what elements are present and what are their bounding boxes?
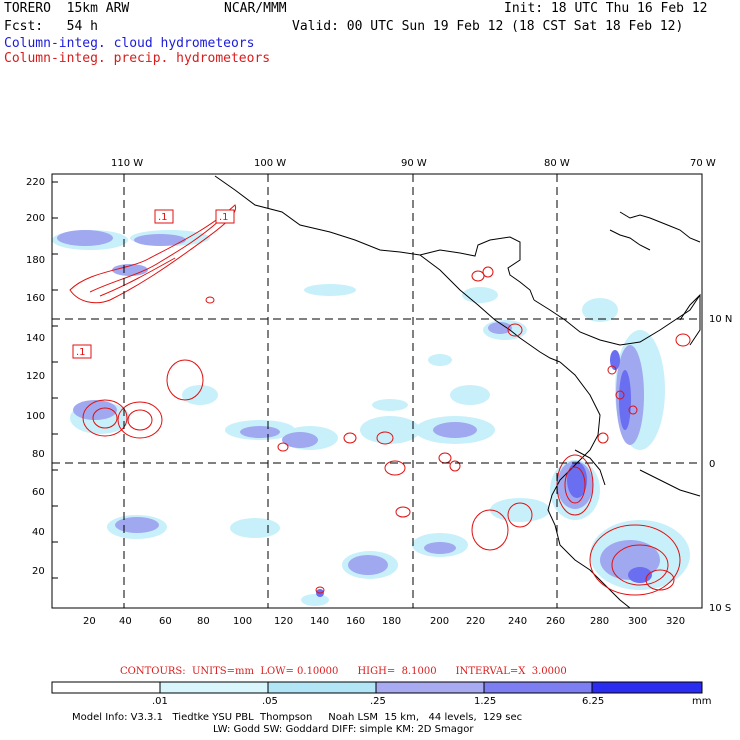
x-tick-label: 280 — [590, 616, 609, 627]
lon-label: 100 W — [254, 158, 286, 169]
x-tick-label: 260 — [546, 616, 565, 627]
colorbar-label: .05 — [262, 696, 278, 707]
contour-label: .1 — [76, 347, 86, 358]
model-info: Model Info: V3.3.1 Tiedtke YSU PBL Thomp… — [72, 712, 523, 723]
y-axis — [52, 181, 58, 579]
lat-labels: 10 N 0 10 S — [709, 314, 732, 614]
colorbar-label: 1.25 — [474, 696, 497, 707]
institution: NCAR/MMM — [224, 1, 287, 16]
x-tick-label: 220 — [466, 616, 485, 627]
contour-label: .1 — [158, 212, 168, 223]
x-tick-labels: 20 40 60 80 100 120 140 160 180 200 220 … — [83, 616, 685, 627]
cloud-shading-mid — [57, 230, 660, 580]
y-tick-label: 180 — [26, 255, 45, 266]
x-tick-label: 320 — [666, 616, 685, 627]
x-tick-label: 200 — [430, 616, 449, 627]
contour-info: CONTOURS: UNITS=mm LOW= 0.10000 HIGH= 8.… — [120, 666, 567, 677]
y-tick-label: 220 — [26, 177, 45, 188]
cloud-shading-light — [52, 230, 690, 606]
lon-label: 80 W — [544, 158, 570, 169]
y-tick-label: 160 — [26, 293, 45, 304]
x-tick-label: 160 — [346, 616, 365, 627]
y-tick-label: 100 — [26, 411, 45, 422]
lat-label: 0 — [709, 459, 715, 470]
contour-label: .1 — [219, 212, 229, 223]
init-time: Init: 18 UTC Thu 16 Feb 12 — [504, 1, 708, 16]
valid-time: Valid: 00 UTC Sun 19 Feb 12 (18 CST Sat … — [292, 19, 684, 34]
y-tick-label: 40 — [32, 527, 45, 538]
x-tick-label: 100 — [233, 616, 252, 627]
model-name: TORERO 15km ARW — [4, 1, 130, 16]
x-tick-label: 300 — [628, 616, 647, 627]
y-tick-labels: 220 200 180 160 140 120 100 80 60 40 20 — [26, 177, 45, 577]
x-tick-label: 40 — [119, 616, 132, 627]
y-tick-label: 200 — [26, 213, 45, 224]
lat-label: 10 S — [709, 603, 731, 614]
x-tick-label: 140 — [310, 616, 329, 627]
y-tick-label: 60 — [32, 487, 45, 498]
x-tick-label: 20 — [83, 616, 96, 627]
colorbar-label: .01 — [152, 696, 168, 707]
colorbar-label: .25 — [370, 696, 386, 707]
colorbar-label: 6.25 — [582, 696, 605, 707]
y-tick-label: 20 — [32, 566, 45, 577]
colorbar-unit: mm — [692, 696, 712, 707]
x-tick-label: 80 — [197, 616, 210, 627]
legend-cloud: Column-integ. cloud hydrometeors — [4, 36, 255, 51]
y-tick-label: 140 — [26, 333, 45, 344]
lon-labels: 110 W 100 W 90 W 80 W 70 W — [111, 158, 716, 169]
model-physics: LW: Godd SW: Goddard DIFF: simple KM: 2D… — [213, 724, 474, 735]
coastline — [214, 175, 701, 609]
y-tick-label: 80 — [32, 449, 45, 460]
x-tick-label: 240 — [508, 616, 527, 627]
forecast-hour: Fcst: 54 h — [4, 19, 98, 34]
legend-precip: Column-integ. precip. hydrometeors — [4, 51, 271, 66]
x-tick-label: 180 — [382, 616, 401, 627]
lon-label: 90 W — [401, 158, 427, 169]
lon-label: 70 W — [690, 158, 716, 169]
map-frame — [51, 173, 703, 609]
graticule — [52, 174, 702, 608]
lat-label: 10 N — [709, 314, 732, 325]
lon-label: 110 W — [111, 158, 143, 169]
x-tick-label: 60 — [159, 616, 172, 627]
x-tick-label: 120 — [274, 616, 293, 627]
y-tick-label: 120 — [26, 371, 45, 382]
contour-labels: .1 .1 .1 — [72, 209, 235, 359]
colorbar — [51, 681, 703, 694]
precip-contours — [69, 204, 691, 596]
